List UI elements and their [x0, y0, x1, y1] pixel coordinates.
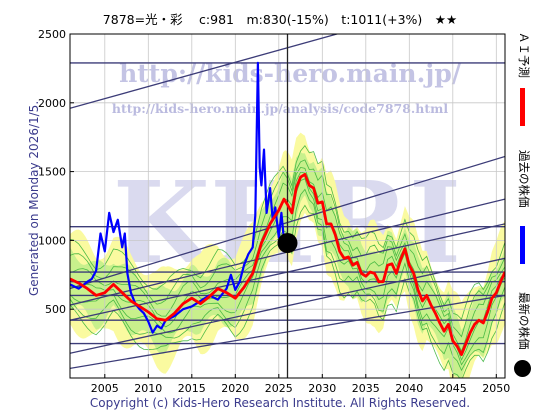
x-tick-label: 2005	[91, 382, 119, 395]
x-tick-label: 2040	[395, 382, 423, 395]
y-tick-label: 1000	[38, 234, 66, 247]
x-tick-label: 2015	[178, 382, 206, 395]
legend-ai-forecast-swatch	[520, 88, 525, 126]
legend-ai-forecast-label: ＡＩ予測	[516, 32, 532, 78]
legend-latest-price-label: 最新の株価	[516, 292, 532, 350]
x-tick-label: 2050	[482, 382, 510, 395]
legend-latest-price-marker	[514, 360, 531, 377]
x-tick-label: 2030	[308, 382, 336, 395]
x-tick-label: 2010	[134, 382, 162, 395]
legend: ＡＩ予測 過去の株価 最新の株価	[514, 30, 554, 380]
y-tick-label: 1500	[38, 166, 66, 179]
legend-past-price-label: 過去の株価	[516, 150, 532, 208]
watermark-analysis-url: http://kids-hero.main.jp/analysis/code78…	[112, 101, 448, 116]
legend-past-price-swatch	[520, 226, 525, 264]
y-tick-label: 2500	[38, 28, 66, 41]
copyright-footer: Copyright (c) Kids-Hero Research Institu…	[0, 396, 560, 410]
x-tick-label: 2020	[221, 382, 249, 395]
x-tick-label: 2045	[439, 382, 467, 395]
y-tick-label: 500	[45, 303, 66, 316]
x-tick-label: 2025	[265, 382, 293, 395]
x-tick-label: 2035	[352, 382, 380, 395]
latest-price-marker	[278, 233, 298, 253]
y-tick-label: 2000	[38, 97, 66, 110]
